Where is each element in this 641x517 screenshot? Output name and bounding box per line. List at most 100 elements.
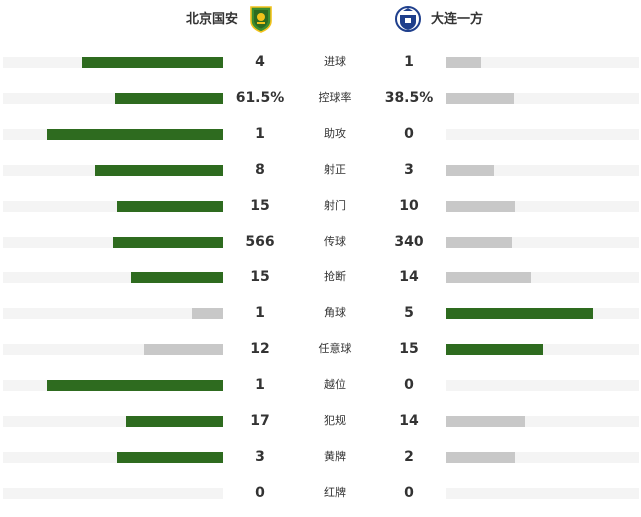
home-value: 61.5% (235, 90, 285, 106)
away-value: 3 (404, 162, 414, 178)
away-bar (446, 308, 593, 319)
away-value: 2 (404, 449, 414, 465)
home-bar-track (3, 57, 223, 68)
stat-label: 助攻 (324, 127, 346, 140)
stat-label: 角球 (324, 306, 346, 319)
stat-label: 越位 (324, 378, 346, 391)
stat-label: 黄牌 (324, 450, 346, 463)
home-bar (47, 380, 223, 391)
stat-row: 8 射正 3 (0, 160, 641, 184)
stat-label: 射门 (324, 199, 346, 212)
away-bar-track (446, 129, 639, 140)
away-bar-track (446, 308, 639, 319)
home-bar-track (3, 344, 223, 355)
home-bar-track (3, 201, 223, 212)
away-bar-track (446, 57, 639, 68)
home-bar (192, 308, 223, 319)
away-bar-track (446, 380, 639, 391)
home-value: 3 (255, 449, 265, 465)
home-bar-track (3, 416, 223, 427)
away-bar (446, 452, 515, 463)
away-bar (446, 416, 525, 427)
stat-label: 控球率 (318, 91, 352, 104)
away-bar (446, 165, 494, 176)
home-bar (117, 201, 223, 212)
away-bar (446, 344, 543, 355)
home-bar-track (3, 488, 223, 499)
away-bar-track (446, 452, 639, 463)
home-bar (117, 452, 223, 463)
away-bar-track (446, 165, 639, 176)
home-bar-track (3, 380, 223, 391)
home-bar (113, 237, 223, 248)
stat-label: 抢断 (324, 270, 346, 283)
home-bar (95, 165, 223, 176)
home-value: 1 (255, 377, 265, 393)
home-value: 566 (245, 234, 275, 250)
away-bar-track (446, 237, 639, 248)
away-value: 0 (404, 126, 414, 142)
stat-row: 4 进球 1 (0, 52, 641, 76)
stat-row: 566 传球 340 (0, 232, 641, 256)
away-value: 1 (404, 54, 414, 70)
away-value: 5 (404, 305, 414, 321)
stat-row: 0 红牌 0 (0, 483, 641, 507)
away-value: 15 (399, 341, 419, 357)
stat-row: 1 越位 0 (0, 375, 641, 399)
away-value: 0 (404, 485, 414, 501)
home-bar (47, 129, 223, 140)
stat-label: 射正 (324, 163, 346, 176)
home-bar-track (3, 93, 223, 104)
away-bar (446, 272, 531, 283)
away-bar-track (446, 488, 639, 499)
home-value: 12 (250, 341, 270, 357)
home-value: 0 (255, 485, 265, 501)
stat-row: 61.5% 控球率 38.5% (0, 88, 641, 112)
home-bar (144, 344, 223, 355)
stat-label: 传球 (324, 235, 346, 248)
away-bar-track (446, 272, 639, 283)
home-value: 1 (255, 305, 265, 321)
match-header: 北京国安 大连一方 (0, 0, 641, 44)
home-bar (82, 57, 223, 68)
stat-row: 1 角球 5 (0, 303, 641, 327)
away-value: 14 (399, 269, 419, 285)
stat-row: 15 抢断 14 (0, 267, 641, 291)
stat-label: 进球 (324, 55, 346, 68)
away-value: 340 (394, 234, 424, 250)
home-value: 8 (255, 162, 265, 178)
home-bar-track (3, 129, 223, 140)
away-bar-track (446, 416, 639, 427)
stat-label: 任意球 (318, 342, 352, 355)
stat-row: 3 黄牌 2 (0, 447, 641, 471)
stat-row: 17 犯规 14 (0, 411, 641, 435)
away-team-name[interactable]: 大连一方 (431, 12, 484, 27)
home-bar-track (3, 237, 223, 248)
stat-row: 1 助攻 0 (0, 124, 641, 148)
home-value: 4 (255, 54, 265, 70)
home-bar-track (3, 308, 223, 319)
away-value: 38.5% (384, 90, 434, 106)
away-bar (446, 237, 512, 248)
away-bar (446, 93, 514, 104)
yifang-crest-icon[interactable] (395, 5, 421, 33)
away-value: 10 (399, 198, 419, 214)
home-value: 15 (250, 198, 270, 214)
away-value: 14 (399, 413, 419, 429)
away-bar-track (446, 93, 639, 104)
home-bar-track (3, 165, 223, 176)
stat-row: 15 射门 10 (0, 196, 641, 220)
home-value: 1 (255, 126, 265, 142)
guoan-crest-icon[interactable] (248, 5, 274, 33)
stat-row: 12 任意球 15 (0, 339, 641, 363)
home-value: 17 (250, 413, 270, 429)
home-bar (131, 272, 223, 283)
away-value: 0 (404, 377, 414, 393)
away-bar-track (446, 344, 639, 355)
home-team-name[interactable]: 北京国安 (186, 12, 239, 27)
home-value: 15 (250, 269, 270, 285)
away-bar (446, 57, 481, 68)
stat-label: 红牌 (324, 486, 346, 499)
home-bar-track (3, 272, 223, 283)
home-bar-track (3, 452, 223, 463)
